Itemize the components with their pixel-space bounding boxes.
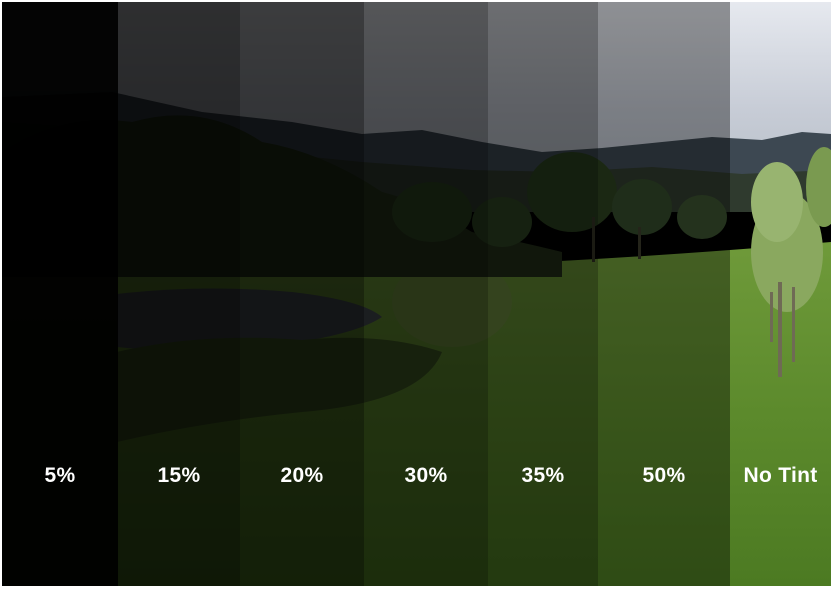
tint-strip: 50% bbox=[598, 2, 730, 586]
tint-strip: 20% bbox=[240, 2, 364, 586]
tint-percentage-label: 50% bbox=[642, 464, 686, 487]
tint-percentage-label: 5% bbox=[44, 464, 76, 487]
tint-strip: 30% bbox=[364, 2, 488, 586]
tint-strip: 5% bbox=[2, 2, 118, 586]
tint-percentage-label: 15% bbox=[157, 464, 201, 487]
tint-strip: 35% bbox=[488, 2, 598, 586]
tint-percentage-label: 20% bbox=[280, 464, 324, 487]
tint-percentage-label: 30% bbox=[404, 464, 448, 487]
tint-strip: 15% bbox=[118, 2, 240, 586]
tint-percentage-label: 35% bbox=[521, 464, 565, 487]
tint-percentage-label: No Tint bbox=[743, 464, 818, 487]
tint-strip: No Tint bbox=[730, 2, 831, 586]
